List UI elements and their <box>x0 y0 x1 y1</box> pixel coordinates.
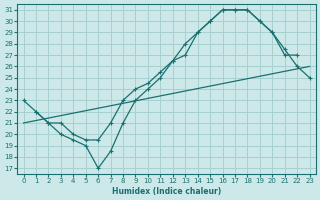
X-axis label: Humidex (Indice chaleur): Humidex (Indice chaleur) <box>112 187 221 196</box>
